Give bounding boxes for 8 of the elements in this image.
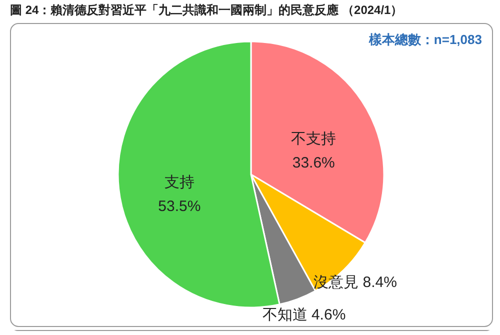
data-label: 33.6% [292, 154, 335, 172]
slice-label: 不支持 [291, 130, 336, 148]
chart-title: 圖 24：賴清德反對習近平「九二共識和一國兩制」的民意反應 （2024/1） [10, 3, 403, 17]
text: 樣本總數：n=1,083 [368, 32, 482, 47]
slice-label: 不知道 4.6% [262, 306, 346, 324]
slice-label: 支持 [164, 174, 194, 191]
slice-label: 沒意見 8.4% [314, 274, 397, 291]
data-label: 53.5% [158, 198, 201, 215]
